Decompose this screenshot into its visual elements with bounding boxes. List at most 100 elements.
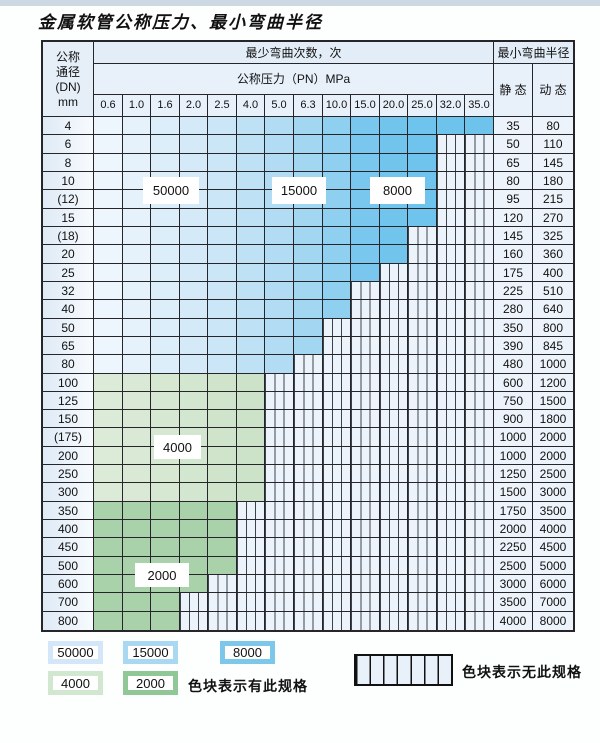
static-radius-cell: 160 [494, 245, 533, 264]
grid-cell [265, 355, 294, 374]
static-radius-cell: 3500 [494, 593, 533, 612]
cycle-count-label-15000: 15000 [273, 178, 325, 203]
grid-cell [265, 319, 294, 337]
dn-cell-150: 150 [43, 410, 94, 428]
static-radius-cell: 3000 [494, 575, 533, 593]
dynamic-radius-cell: 400 [533, 264, 573, 282]
grid-cell-no-spec [408, 245, 437, 264]
grid-cell-no-spec [294, 410, 323, 428]
grid-cell-no-spec [294, 520, 323, 538]
corner-line-2: 通径 [55, 64, 80, 79]
grid-cell-no-spec [323, 557, 351, 575]
static-radius-cell: 900 [494, 410, 533, 428]
grid-cell-no-spec [351, 392, 380, 410]
grid-cell [180, 374, 208, 392]
pressure-col-header-15.0: 15.0 [351, 95, 380, 117]
static-radius-cell: 35 [494, 117, 533, 135]
dynamic-radius-cell: 1800 [533, 410, 573, 428]
grid-cell [151, 520, 180, 538]
grid-cell-no-spec [465, 135, 494, 154]
dn-cell-6: 6 [43, 135, 94, 154]
grid-cell-no-spec [437, 355, 465, 374]
pressure-col-header-10.0: 10.0 [323, 95, 351, 117]
grid-cell-no-spec [408, 428, 437, 447]
grid-cell-no-spec [323, 392, 351, 410]
grid-cell [408, 154, 437, 172]
grid-cell [94, 447, 123, 465]
grid-cell-no-spec [465, 355, 494, 374]
dynamic-radius-cell: 510 [533, 282, 573, 300]
grid-cell [237, 190, 265, 209]
grid-cell-no-spec [408, 483, 437, 502]
header-min-bend-cycles: 最少弯曲次数，次 [94, 42, 494, 64]
dn-cell-450: 450 [43, 538, 94, 557]
grid-cell [237, 465, 265, 483]
dynamic-radius-cell: 2000 [533, 428, 573, 447]
grid-cell [123, 319, 151, 337]
grid-cell [208, 300, 237, 319]
grid-cell-no-spec [437, 154, 465, 172]
dn-cell-10: 10 [43, 172, 94, 190]
grid-cell-no-spec [351, 557, 380, 575]
grid-cell [151, 355, 180, 374]
grid-cell-no-spec [465, 392, 494, 410]
grid-cell [294, 337, 323, 355]
dynamic-radius-cell: 110 [533, 135, 573, 154]
cycle-count-label-50000: 50000 [144, 178, 198, 203]
grid-cell [123, 483, 151, 502]
dynamic-radius-cell: 3500 [533, 502, 573, 520]
grid-cell-no-spec [437, 410, 465, 428]
grid-cell-no-spec [237, 612, 265, 630]
grid-cell [265, 282, 294, 300]
grid-cell [380, 154, 408, 172]
grid-cell-no-spec [408, 282, 437, 300]
grid-cell-no-spec [408, 575, 437, 593]
grid-cell [237, 264, 265, 282]
grid-cell [208, 374, 237, 392]
grid-cell [123, 612, 151, 630]
grid-cell-no-spec [465, 337, 494, 355]
grid-cell [151, 612, 180, 630]
grid-cell-no-spec [351, 520, 380, 538]
grid-cell [123, 117, 151, 135]
grid-cell [180, 319, 208, 337]
grid-cell-no-spec [351, 575, 380, 593]
grid-cell [465, 117, 494, 135]
grid-cell [237, 447, 265, 465]
grid-cell [265, 245, 294, 264]
grid-cell-no-spec [323, 410, 351, 428]
grid-cell-no-spec [237, 557, 265, 575]
grid-cell [380, 245, 408, 264]
dn-cell-50: 50 [43, 319, 94, 337]
pressure-col-header-1.6: 1.6 [151, 95, 180, 117]
grid-cell [123, 300, 151, 319]
grid-cell-no-spec [437, 575, 465, 593]
grid-cell-no-spec [380, 483, 408, 502]
grid-cell [151, 483, 180, 502]
grid-cell-no-spec [408, 538, 437, 557]
grid-cell-no-spec [380, 465, 408, 483]
dynamic-radius-cell: 215 [533, 190, 573, 209]
grid-cell [123, 593, 151, 612]
grid-cell [94, 502, 123, 520]
dynamic-radius-cell: 2000 [533, 447, 573, 465]
grid-cell-no-spec [351, 374, 380, 392]
grid-cell [94, 135, 123, 154]
grid-cell-no-spec [465, 374, 494, 392]
grid-cell-no-spec [408, 392, 437, 410]
grid-cell-no-spec [437, 245, 465, 264]
grid-cell [180, 209, 208, 227]
static-radius-cell: 480 [494, 355, 533, 374]
dynamic-radius-cell: 180 [533, 172, 573, 190]
grid-cell-no-spec [294, 557, 323, 575]
grid-cell-no-spec [237, 593, 265, 612]
static-radius-cell: 95 [494, 190, 533, 209]
grid-cell-no-spec [465, 520, 494, 538]
grid-cell [237, 428, 265, 447]
grid-cell [123, 392, 151, 410]
static-radius-cell: 350 [494, 319, 533, 337]
grid-cell-no-spec [351, 337, 380, 355]
grid-cell-no-spec [323, 483, 351, 502]
grid-cell [237, 172, 265, 190]
grid-cell [94, 465, 123, 483]
